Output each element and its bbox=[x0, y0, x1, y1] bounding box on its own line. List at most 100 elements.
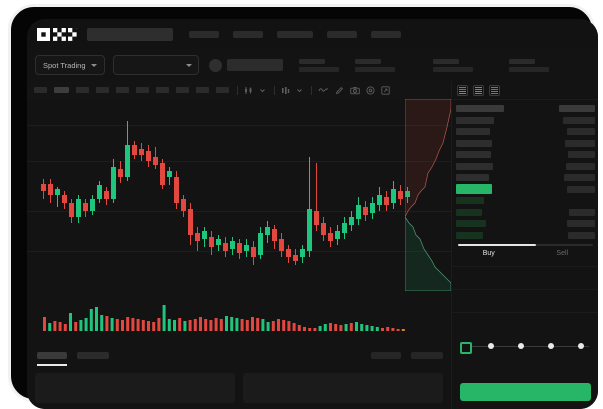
slider-handle[interactable] bbox=[460, 342, 472, 354]
timeframe-button-0[interactable] bbox=[34, 87, 47, 93]
app-screen: OKX bbox=[27, 19, 598, 409]
nav-item-2[interactable] bbox=[277, 31, 313, 38]
depth-chart-icon bbox=[405, 99, 451, 291]
amount-percent-slider[interactable] bbox=[460, 341, 591, 353]
price-chart[interactable] bbox=[27, 99, 451, 291]
ticker-stat-value bbox=[299, 67, 339, 72]
orderbook-bid-row[interactable] bbox=[456, 231, 595, 240]
timeframe-button-9[interactable] bbox=[216, 87, 229, 93]
slider-step-25[interactable] bbox=[488, 343, 494, 349]
chevron-down-icon bbox=[186, 64, 192, 67]
timeframe-button-6[interactable] bbox=[156, 87, 169, 93]
wave-line-icon[interactable] bbox=[318, 86, 329, 94]
ask-price bbox=[456, 140, 492, 147]
orderbook-header-row bbox=[456, 104, 595, 113]
orderbook-ask-row[interactable] bbox=[456, 116, 595, 125]
order-field-total[interactable] bbox=[452, 312, 598, 335]
okx-logo[interactable]: OKX bbox=[37, 28, 77, 41]
orderbook-ask-row[interactable] bbox=[456, 150, 595, 159]
orderbook-bid-row[interactable] bbox=[456, 219, 595, 228]
timeframe-button-4[interactable] bbox=[116, 87, 129, 93]
orders-panel-left[interactable] bbox=[35, 373, 235, 403]
chart-toolbar bbox=[27, 81, 451, 100]
orderbook-trade-column: Buy Sell bbox=[451, 81, 598, 409]
ask-price bbox=[456, 128, 490, 135]
orders-tabbar bbox=[27, 343, 451, 367]
slider-track bbox=[462, 346, 589, 348]
chevron-down-icon[interactable] bbox=[259, 87, 266, 94]
orderbook-mode-both-icon[interactable] bbox=[457, 85, 468, 96]
ask-size bbox=[565, 140, 595, 147]
bid-size bbox=[567, 220, 595, 227]
order-form bbox=[452, 266, 598, 335]
tab-order-history[interactable] bbox=[77, 352, 109, 359]
orderbook-ask-row[interactable] bbox=[456, 173, 595, 182]
volume-series bbox=[27, 291, 451, 343]
indicator-icon[interactable] bbox=[281, 86, 290, 95]
orderbook-mode-bids-icon[interactable] bbox=[473, 85, 484, 96]
device-frame: OKX bbox=[8, 4, 595, 402]
orderbook-mode-asks-icon[interactable] bbox=[489, 85, 500, 96]
market-type-dropdown[interactable]: Spot Trading bbox=[35, 55, 105, 75]
order-field-price[interactable] bbox=[452, 266, 598, 289]
bid-price bbox=[456, 209, 482, 216]
orderbook-ask-row[interactable] bbox=[456, 162, 595, 171]
timeframe-button-7[interactable] bbox=[176, 87, 189, 93]
nav-item-3[interactable] bbox=[327, 31, 357, 38]
candle-type-icon[interactable] bbox=[244, 86, 253, 95]
ask-price bbox=[456, 174, 489, 181]
tab-buy[interactable]: Buy bbox=[452, 250, 526, 257]
chevron-down-icon[interactable] bbox=[296, 87, 303, 94]
ticker-stat-1 bbox=[355, 59, 395, 72]
orders-action-1[interactable] bbox=[411, 352, 443, 359]
camera-icon[interactable] bbox=[350, 86, 360, 95]
slider-step-75[interactable] bbox=[548, 343, 554, 349]
okx-logo-icon bbox=[37, 28, 77, 41]
toolbar-divider bbox=[274, 86, 275, 95]
order-field-amount[interactable] bbox=[452, 289, 598, 312]
ask-size bbox=[564, 174, 595, 181]
orderbook-rows bbox=[452, 100, 598, 240]
submit-buy-button[interactable] bbox=[460, 383, 591, 401]
timeframe-button-1[interactable] bbox=[54, 87, 69, 93]
bid-price bbox=[456, 232, 483, 239]
bid-size bbox=[568, 232, 595, 239]
nav-item-list bbox=[189, 31, 401, 38]
tab-sell[interactable]: Sell bbox=[526, 250, 599, 257]
fullscreen-icon[interactable] bbox=[381, 86, 390, 95]
orderbook-bid-row[interactable] bbox=[456, 208, 595, 217]
trading-pair-dropdown[interactable] bbox=[113, 55, 199, 75]
ticker-stat-value bbox=[433, 67, 473, 72]
slider-step-100[interactable] bbox=[578, 343, 584, 349]
pencil-icon[interactable] bbox=[335, 86, 344, 95]
nav-item-4[interactable] bbox=[371, 31, 401, 38]
nav-item-1[interactable] bbox=[233, 31, 263, 38]
settings-icon[interactable] bbox=[366, 86, 375, 95]
nav-item-0[interactable] bbox=[189, 31, 219, 38]
ticker-stat-label bbox=[299, 59, 325, 64]
slider-step-50[interactable] bbox=[518, 343, 524, 349]
orderbook-bid-row[interactable] bbox=[456, 196, 595, 205]
timeframe-button-5[interactable] bbox=[136, 87, 149, 93]
global-search-input[interactable] bbox=[87, 28, 173, 41]
ask-price bbox=[456, 151, 491, 158]
tab-open-orders[interactable] bbox=[37, 352, 67, 359]
ticker-stat-value bbox=[355, 67, 395, 72]
candlestick-series bbox=[27, 99, 451, 291]
bid-price bbox=[456, 197, 484, 204]
orderbook-ask-row[interactable] bbox=[456, 139, 595, 148]
bid-price bbox=[456, 220, 486, 227]
orders-action-0[interactable] bbox=[371, 352, 401, 359]
ask-size bbox=[563, 117, 595, 124]
toolbar-divider bbox=[237, 86, 238, 95]
trade-side-tabs: Buy Sell bbox=[452, 246, 598, 262]
chevron-down-icon bbox=[91, 64, 97, 67]
orderbook-last-price-size bbox=[567, 186, 595, 193]
timeframe-button-8[interactable] bbox=[196, 87, 209, 93]
timeframe-button-3[interactable] bbox=[96, 87, 109, 93]
orders-panel-right[interactable] bbox=[243, 373, 443, 403]
orderbook-ask-row[interactable] bbox=[456, 127, 595, 136]
timeframe-button-2[interactable] bbox=[76, 87, 89, 93]
ticker-stat-label bbox=[433, 59, 459, 64]
ticker-stat-3 bbox=[509, 59, 549, 72]
